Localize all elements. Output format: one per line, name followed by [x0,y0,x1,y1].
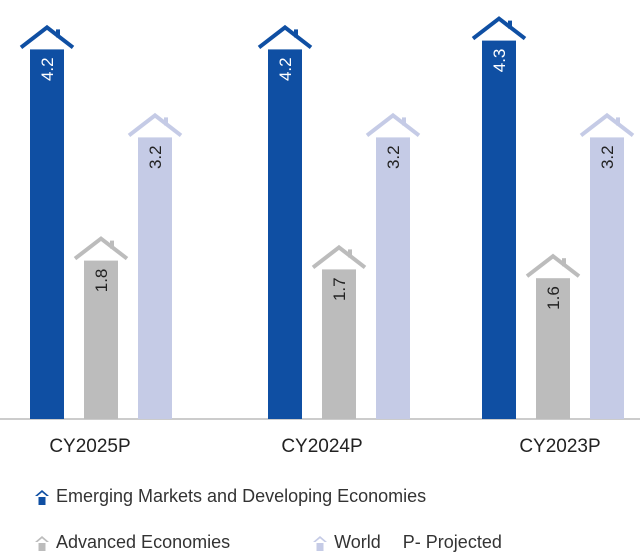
legend-item-world: World [312,532,381,553]
legend-label: Advanced Economies [56,532,231,552]
projected-note: P- Projected [402,532,502,552]
bar-roof-chimney [348,249,352,258]
bar-roof-icon [311,244,367,269]
bar-value-label: 1.6 [544,286,563,310]
bar-roof-icon [365,112,421,137]
bar-value-label: 1.7 [330,277,349,301]
category-labels-group: CY2025P CY2024P CY2023P [49,436,600,457]
bar-value-label: 3.2 [598,145,617,169]
bar-chart: 4.21.83.24.21.73.24.31.63.2 CY2025P CY202… [0,16,640,457]
bar [268,49,302,420]
bar [30,49,64,420]
bar-roof-icon [579,112,635,137]
bar-roof-icon [73,236,129,261]
bar [322,269,356,419]
bar-roof-icon [525,253,581,278]
category-label: CY2024P [281,436,362,457]
bar-roof-icon [127,112,183,137]
legend-label: World [334,532,381,552]
legend-item-advanced: Advanced Economies [34,532,230,553]
category-label: CY2023P [519,436,600,457]
category-label: CY2025P [49,436,130,457]
bar-value-label: 3.2 [146,145,165,169]
bars-group: 4.2 1.8 3.2 4.2 1.7 3.2 4.3 1.6 3.2 [19,16,635,420]
bar-roof-chimney [110,240,114,249]
bar-value-label: 1.8 [92,269,111,293]
bar-roof-chimney [164,117,168,126]
bar-roof-chimney [56,29,60,38]
bar-roof-icon [257,24,313,49]
legend-row-2: Advanced Economies World P- Projected [34,532,502,553]
bar-roof-chimney [294,29,298,38]
bar-value-label: 4.2 [276,57,295,81]
bar-roof-icon [19,24,75,49]
house-icon [34,489,50,505]
bar [376,137,410,419]
bar [84,260,118,419]
legend-label: Emerging Markets and Developing Economie… [56,486,427,506]
bar-roof-chimney [402,117,406,126]
bar [536,278,570,419]
bar-value-label: 3.2 [384,145,403,169]
bar-roof-chimney [508,20,512,29]
bar [590,137,624,419]
house-icon [312,535,328,551]
bar-roof-icon [471,16,527,41]
legend-row-1: Emerging Markets and Developing Economie… [34,486,426,507]
bar [482,40,516,419]
bar [138,137,172,419]
bar-value-label: 4.3 [490,49,509,73]
legend-item-emerging: Emerging Markets and Developing Economie… [34,486,426,507]
bar-roof-chimney [562,258,566,267]
bar-value-label: 4.2 [38,57,57,81]
house-icon [34,535,50,551]
bar-roof-chimney [616,117,620,126]
